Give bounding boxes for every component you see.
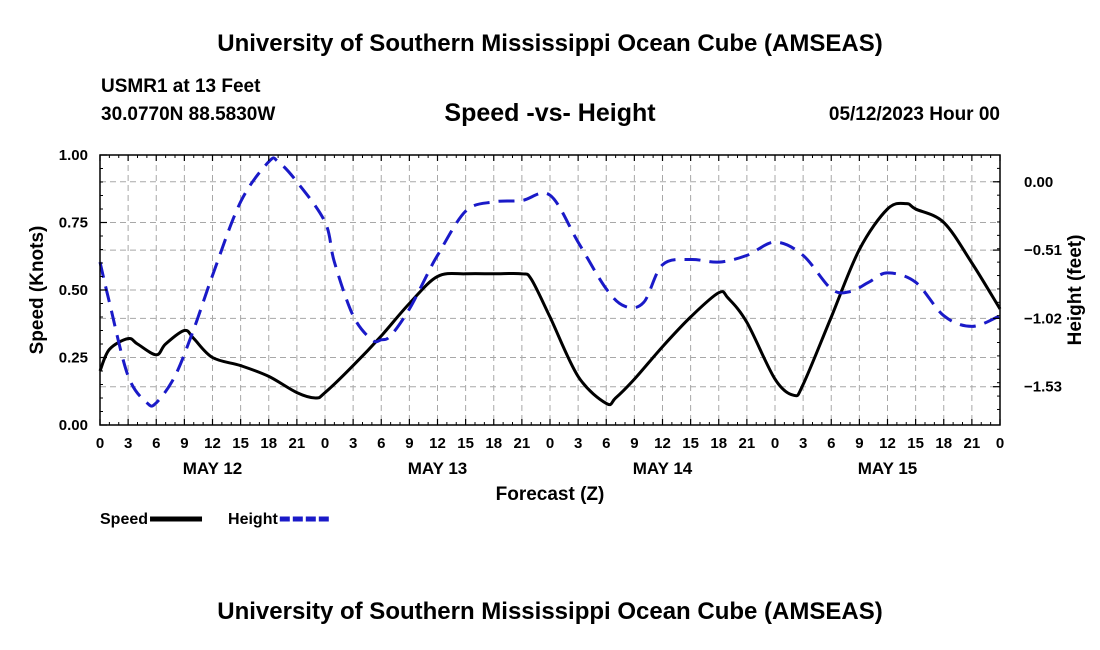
y2-tick-label: 0.00: [1024, 174, 1053, 191]
day-label: MAY 14: [633, 459, 693, 478]
station-coordinates: 30.0770N 88.5830W: [101, 104, 276, 125]
x-tick-label: 3: [349, 435, 357, 452]
x-tick-label: 6: [377, 435, 385, 452]
x-tick-label: 3: [799, 435, 807, 452]
x-tick-label: 18: [710, 435, 727, 452]
x-tick-label: 12: [204, 435, 221, 452]
x-tick-label: 15: [682, 435, 699, 452]
y-tick-label: 0.75: [59, 215, 88, 232]
x-tick-label: 15: [907, 435, 924, 452]
x-tick-label: 6: [602, 435, 610, 452]
x-tick-label: 0: [546, 435, 554, 452]
speed-series-line: [98, 201, 1002, 407]
x-tick-label: 0: [96, 435, 104, 452]
x-tick-label: 18: [260, 435, 277, 452]
legend-label-height: Height: [228, 511, 278, 528]
day-label: MAY 13: [408, 459, 468, 478]
x-tick-label: 18: [485, 435, 502, 452]
x-tick-label: 3: [574, 435, 582, 452]
chart-grid: [100, 155, 1000, 425]
y-tick-label: 0.50: [59, 282, 88, 299]
x-tick-label: 15: [457, 435, 474, 452]
station-label: USMR1 at 13 Feet: [101, 76, 261, 97]
chart-legend: Speed Height: [100, 511, 332, 528]
y2-tick-label: −0.51: [1024, 242, 1062, 259]
x-tick-label: 0: [771, 435, 779, 452]
x-tick-label: 6: [827, 435, 835, 452]
x-tick-label: 3: [124, 435, 132, 452]
y-tick-label: 0.25: [59, 350, 88, 367]
x-tick-label: 21: [514, 435, 531, 452]
x-tick-label: 9: [630, 435, 638, 452]
x-tick-label: 12: [429, 435, 446, 452]
x-tick-label: 0: [996, 435, 1004, 452]
chart-series: [98, 156, 1002, 408]
day-label: MAY 15: [858, 459, 918, 478]
forecast-date: 05/12/2023 Hour 00: [828, 104, 1000, 125]
y-tick-label: 0.00: [59, 417, 88, 434]
x-tick-label: 6: [152, 435, 160, 452]
x-tick-label: 12: [879, 435, 896, 452]
x-tick-label: 21: [739, 435, 756, 452]
y2-tick-label: −1.53: [1024, 379, 1062, 396]
y-axis-label: Speed (Knots): [27, 226, 48, 355]
footer-title: University of Southern Mississippi Ocean…: [217, 598, 883, 625]
x-axis-label: Forecast (Z): [496, 484, 605, 505]
y-tick-label: 1.00: [59, 147, 88, 164]
chart-title: Speed -vs- Height: [444, 99, 656, 127]
x-tick-label: 12: [654, 435, 671, 452]
x-tick-label: 21: [289, 435, 306, 452]
day-label: MAY 12: [183, 459, 243, 478]
x-tick-label: 21: [964, 435, 981, 452]
x-tick-label: 9: [855, 435, 863, 452]
x-tick-label: 18: [935, 435, 952, 452]
x-tick-label: 0: [321, 435, 329, 452]
main-title: University of Southern Mississippi Ocean…: [217, 30, 883, 57]
x-tick-label: 9: [180, 435, 188, 452]
x-tick-label: 15: [232, 435, 249, 452]
y2-axis-label: Height (feet): [1065, 235, 1086, 346]
x-tick-label: 9: [405, 435, 413, 452]
y2-tick-label: −1.02: [1024, 310, 1062, 327]
legend-label-speed: Speed: [100, 511, 148, 528]
chart-axes: 0 3 6 9 12 15 18 21 0 3 6 9 12 15 18 21 0 3 6 9 12 15 18 21 0 3 6 9…: [59, 147, 1062, 478]
height-series-line: [98, 156, 1001, 408]
